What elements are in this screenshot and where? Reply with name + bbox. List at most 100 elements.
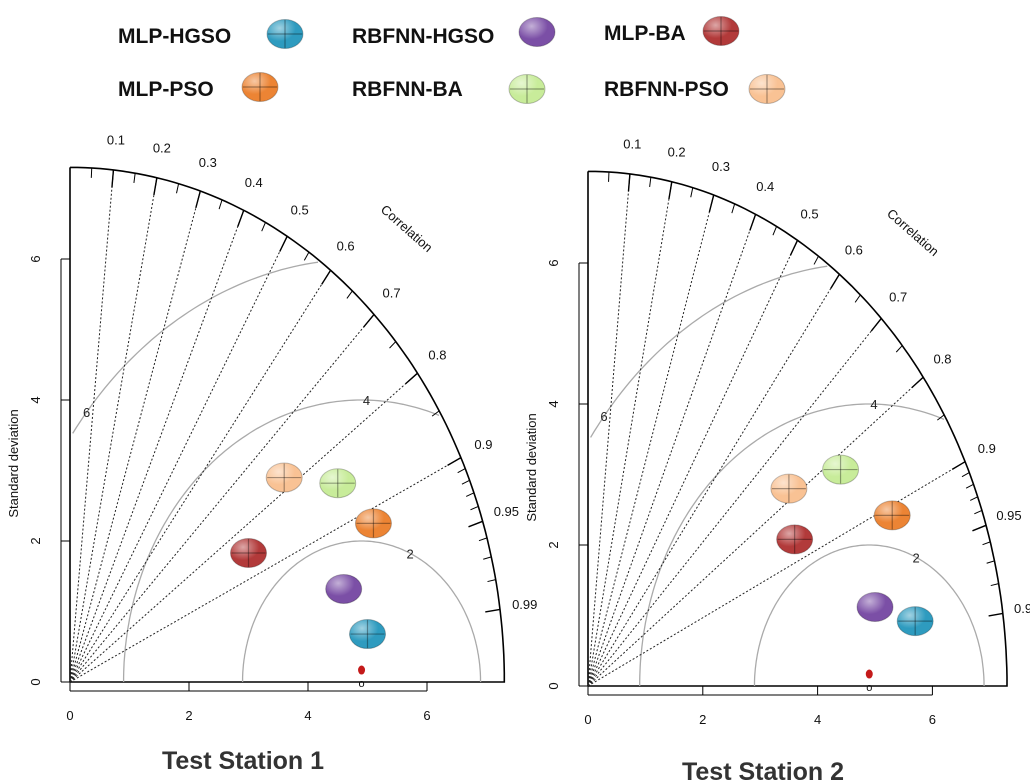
correlation-major-tick bbox=[111, 169, 115, 188]
correlation-minor-tick bbox=[261, 222, 266, 232]
reference-point: o bbox=[358, 665, 366, 690]
correlation-ray-0.6 bbox=[587, 274, 840, 687]
x-tick-label-6: 6 bbox=[929, 712, 936, 727]
correlation-major-tick bbox=[485, 608, 501, 613]
correlation-minor-tick bbox=[772, 226, 778, 236]
legend-label-mlp-pso: MLP-PSO bbox=[118, 78, 214, 101]
chart-title: Test Station 2 bbox=[682, 758, 844, 784]
correlation-minor-tick bbox=[937, 414, 945, 421]
correlation-minor-tick bbox=[854, 294, 861, 303]
correlation-ray-0.1 bbox=[587, 173, 631, 687]
correlation-minor-tick bbox=[487, 579, 496, 583]
correlation-major-tick bbox=[911, 376, 924, 389]
correlation-minor-tick bbox=[461, 479, 470, 485]
correlation-minor-tick bbox=[218, 199, 223, 210]
correlation-minor-tick bbox=[470, 505, 479, 511]
correlation-label-0.8: 0.8 bbox=[428, 347, 446, 362]
correlation-minor-tick bbox=[969, 496, 978, 501]
correlation-major-tick bbox=[153, 177, 158, 196]
reference-label: o bbox=[358, 678, 364, 690]
correlation-ray-0.3 bbox=[69, 190, 201, 683]
correlation-ray-0.4 bbox=[69, 210, 245, 683]
correlation-major-tick bbox=[321, 269, 332, 285]
legend-label-mlp-ba: MLP-BA bbox=[604, 22, 686, 45]
legend-marker-mlp-hgso-icon bbox=[266, 19, 304, 49]
correlation-label-0.6: 0.6 bbox=[845, 243, 863, 258]
reference-marker bbox=[865, 669, 873, 679]
correlation-minor-tick bbox=[346, 290, 353, 299]
correlation-label-0.8: 0.8 bbox=[933, 351, 951, 366]
y-tick-label-2: 2 bbox=[546, 541, 561, 548]
point-mlp-ba bbox=[776, 524, 814, 555]
correlation-label-0.2: 0.2 bbox=[153, 141, 171, 156]
legend-marker-mlp-ba-icon bbox=[702, 16, 740, 46]
correlation-label-0.9: 0.9 bbox=[978, 441, 996, 456]
correlation-ray-0.2 bbox=[69, 177, 158, 683]
rms-contour-6 bbox=[72, 261, 319, 434]
correlation-ray-0.7 bbox=[69, 314, 375, 683]
legend-label-rbfnn-ba: RBFNN-BA bbox=[352, 78, 463, 101]
reference-point: o bbox=[865, 669, 873, 694]
legend-marker-rbfnn-hgso-icon bbox=[518, 17, 556, 47]
correlation-minor-tick bbox=[813, 255, 819, 265]
correlation-major-tick bbox=[749, 214, 757, 231]
correlation-minor-tick bbox=[986, 560, 995, 564]
correlation-major-tick bbox=[972, 524, 987, 532]
legend: MLP-HGSO RBFNN-HGSO MLP-BA MLP-PSO RBFNN-BA R… bbox=[118, 16, 786, 104]
correlation-minor-tick bbox=[895, 345, 903, 353]
point-mlp-pso bbox=[354, 508, 392, 539]
correlation-major-tick bbox=[279, 235, 288, 252]
correlation-label-0.5: 0.5 bbox=[291, 203, 309, 218]
correlation-label-0.1: 0.1 bbox=[107, 132, 125, 147]
rms-contour-6 bbox=[590, 265, 828, 438]
rms-contour-label-4: 4 bbox=[363, 393, 370, 408]
correlation-minor-tick bbox=[431, 410, 440, 417]
correlation-axis-title: Correlation bbox=[378, 202, 436, 255]
x-tick-label-2: 2 bbox=[699, 712, 706, 727]
x-tick-label-0: 0 bbox=[584, 712, 591, 727]
rms-contour-label-6: 6 bbox=[83, 405, 90, 420]
point-rbfnn-pso bbox=[770, 473, 808, 504]
correlation-minor-tick bbox=[990, 583, 999, 587]
correlation-major-tick bbox=[195, 190, 201, 209]
correlation-label-0.99: 0.99 bbox=[1014, 601, 1030, 616]
correlation-ray-0.4 bbox=[587, 214, 757, 687]
correlation-minor-tick bbox=[965, 483, 974, 489]
correlation-label-0.4: 0.4 bbox=[756, 179, 774, 194]
legend-marker-rbfnn-pso-icon bbox=[748, 74, 786, 104]
correlation-label-0.2: 0.2 bbox=[668, 145, 686, 160]
legend-label-rbfnn-pso: RBFNN-PSO bbox=[604, 78, 729, 101]
y-tick-label-2: 2 bbox=[28, 537, 43, 544]
correlation-major-tick bbox=[405, 372, 418, 385]
rms-contour-2 bbox=[753, 544, 985, 687]
point-mlp-pso bbox=[873, 500, 911, 531]
correlation-label-0.4: 0.4 bbox=[245, 175, 263, 190]
correlation-ray-0.1 bbox=[69, 169, 114, 683]
point-rbfnn-ba bbox=[822, 454, 860, 485]
correlation-minor-tick bbox=[465, 492, 475, 497]
correlation-major-tick bbox=[627, 173, 631, 192]
correlation-ray-0.6 bbox=[69, 270, 332, 683]
point-rbfnn-hgso bbox=[856, 592, 894, 623]
x-tick-label-4: 4 bbox=[304, 708, 311, 723]
correlation-minor-tick bbox=[133, 173, 136, 183]
rms-contours: 2 4 6 bbox=[590, 265, 985, 687]
legend-label-rbfnn-hgso: RBFNN-HGSO bbox=[352, 25, 494, 48]
correlation-label-0.6: 0.6 bbox=[337, 239, 355, 254]
rms-contour-label-2: 2 bbox=[913, 550, 920, 565]
rms-contour-2 bbox=[241, 540, 482, 683]
y-tick-label-6: 6 bbox=[28, 255, 43, 262]
taylor-frame bbox=[587, 170, 1008, 687]
correlation-minor-tick bbox=[389, 341, 397, 349]
taylor-panel-station-1: 2 4 6 0.1 0.2 0.3 0.4 0.5 0.6 0.7 0.8 0.9 0.95 0.99 Co… bbox=[6, 132, 537, 775]
legend-marker-mlp-pso-icon bbox=[241, 72, 279, 102]
rms-contour-label-4: 4 bbox=[870, 397, 877, 412]
reference-marker bbox=[358, 665, 366, 675]
correlation-minor-tick bbox=[483, 556, 492, 560]
x-tick-label-4: 4 bbox=[814, 712, 821, 727]
rms-contour-label-6: 6 bbox=[600, 409, 607, 424]
x-tick-label-0: 0 bbox=[66, 708, 73, 723]
correlation-major-tick bbox=[668, 181, 673, 200]
correlation-minor-tick bbox=[649, 177, 652, 187]
